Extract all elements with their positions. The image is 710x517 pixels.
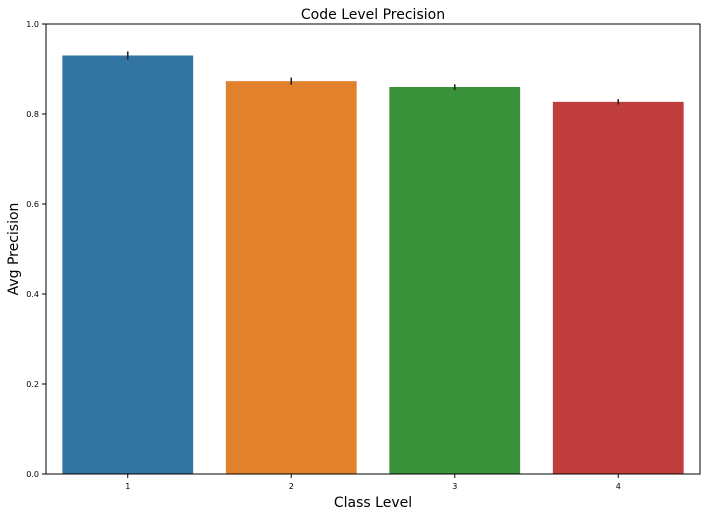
x-tick-label: 1 xyxy=(125,482,130,491)
y-tick-label: 0.4 xyxy=(26,290,39,299)
y-tick-label: 0.2 xyxy=(26,380,39,389)
y-axis: 0.0 0.2 0.4 0.6 0.8 1.0 xyxy=(26,20,46,479)
bar-1 xyxy=(62,55,194,474)
x-axis-label: Class Level xyxy=(334,495,412,511)
y-tick-label: 0.0 xyxy=(26,470,39,479)
plot-frame xyxy=(45,23,701,475)
x-tick-label: 4 xyxy=(616,482,621,491)
x-axis: 1 2 3 4 xyxy=(125,474,621,491)
x-tick-label: 2 xyxy=(289,482,294,491)
y-axis-label: Avg Precision xyxy=(6,203,22,296)
bar-4 xyxy=(552,101,684,474)
y-tick-label: 0.8 xyxy=(26,110,39,119)
bar-2 xyxy=(225,81,357,475)
bar-3 xyxy=(389,87,521,474)
chart-title: Code Level Precision xyxy=(301,7,445,23)
bars-layer xyxy=(62,55,684,475)
error-bars-layer xyxy=(126,51,620,105)
y-tick-label: 0.6 xyxy=(26,200,39,209)
x-tick-label: 3 xyxy=(452,482,457,491)
y-tick-label: 1.0 xyxy=(26,20,39,29)
